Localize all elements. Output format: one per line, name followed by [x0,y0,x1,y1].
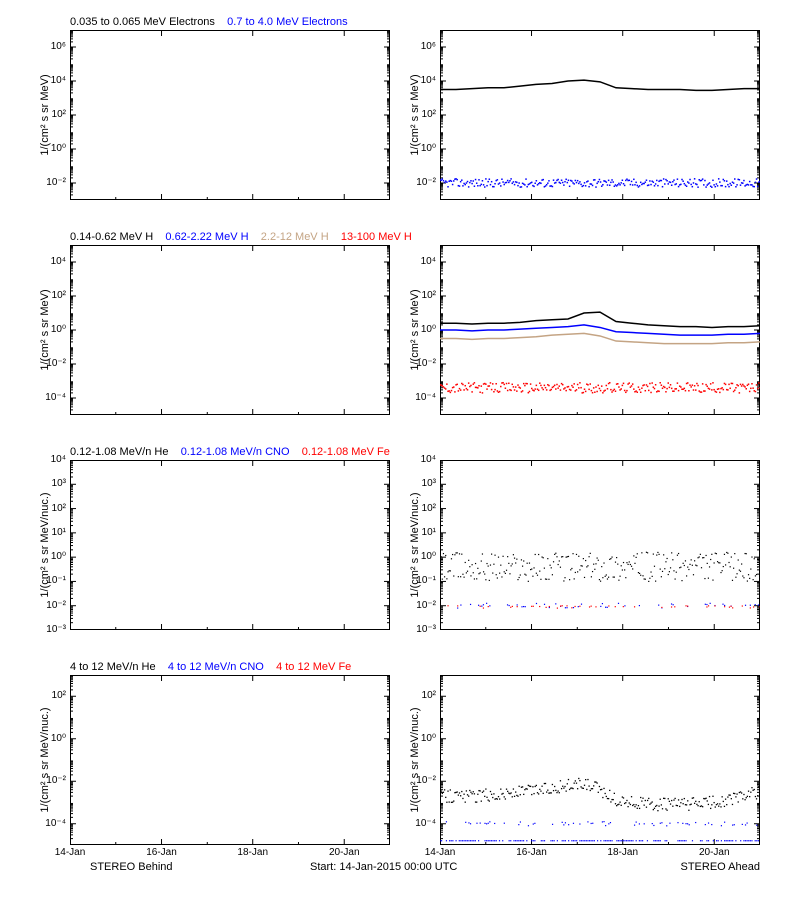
ytick-3-0-2: 10² [36,690,66,701]
xtick-0-1: 16-Jan [146,847,177,858]
panel-row0-col1: 1/(cm² s sr MeV)10⁻²10⁰10²10⁴10⁶ [440,30,760,200]
ytick-1-0--2: 10⁻² [36,358,66,369]
ytick-0-1--2: 10⁻² [406,177,436,188]
legend-item-1-0: 0.14-0.62 MeV H [70,231,153,243]
ytick-1-1-0: 10⁰ [406,324,436,335]
legend-item-2-1: 0.12-1.08 MeV/n CNO [181,446,290,458]
legend-item-1-1: 0.62-2.22 MeV H [165,231,248,243]
ytick-0-0--2: 10⁻² [36,177,66,188]
ytick-3-1--4: 10⁻⁴ [406,818,436,829]
footer-center: Start: 14-Jan-2015 00:00 UTC [310,861,457,873]
plot-svg-1-0 [70,245,390,415]
ytick-1-0-2: 10² [36,290,66,301]
ylabel-row3-col1: 1/(cm² s sr MeV/nuc.) [409,690,421,830]
ytick-1-1-2: 10² [406,290,436,301]
plot-svg-3-1 [440,675,760,845]
legend-item-1-3: 13-100 MeV H [341,231,412,243]
legend-item-3-1: 4 to 12 MeV/n CNO [168,661,264,673]
panel-row0-col0: 0.035 to 0.065 MeV Electrons 0.7 to 4.0 … [70,30,390,200]
panel-row2-col0: 0.12-1.08 MeV/n He 0.12-1.08 MeV/n CNO 0… [70,460,390,630]
ytick-0-1-6: 10⁶ [406,41,436,52]
panel-row1-col0: 0.14-0.62 MeV H 0.62-2.22 MeV H 2.2-12 M… [70,245,390,415]
ytick-0-0-6: 10⁶ [36,41,66,52]
ytick-2-0-0: 10⁰ [36,551,66,562]
xtick-0-3: 20-Jan [329,847,360,858]
ytick-2-0--3: 10⁻³ [36,624,66,635]
ytick-2-1--3: 10⁻³ [406,624,436,635]
ytick-1-0-0: 10⁰ [36,324,66,335]
ytick-3-1--2: 10⁻² [406,775,436,786]
ytick-2-1--2: 10⁻² [406,600,436,611]
ytick-2-1--1: 10⁻¹ [406,575,436,586]
ytick-2-0-3: 10³ [36,478,66,489]
ytick-0-1-4: 10⁴ [406,75,436,86]
panel-row3-col0: 4 to 12 MeV/n He 4 to 12 MeV/n CNO 4 to … [70,675,390,845]
legend-row2: 0.12-1.08 MeV/n He 0.12-1.08 MeV/n CNO 0… [70,446,402,458]
ytick-3-1-2: 10² [406,690,436,701]
ytick-2-1-1: 10¹ [406,527,436,538]
legend-item-2-2: 0.12-1.08 MeV Fe [302,446,390,458]
ytick-2-0--2: 10⁻² [36,600,66,611]
legend-row1: 0.14-0.62 MeV H 0.62-2.22 MeV H 2.2-12 M… [70,231,424,243]
plot-svg-2-1 [440,460,760,630]
ytick-1-0--4: 10⁻⁴ [36,392,66,403]
legend-item-0-1: 0.7 to 4.0 MeV Electrons [227,16,347,28]
ytick-0-1-2: 10² [406,109,436,120]
ytick-2-0-4: 10⁴ [36,454,66,465]
plot-svg-2-0 [70,460,390,630]
ytick-2-1-2: 10² [406,503,436,514]
panel-row1-col1: 1/(cm² s sr MeV)10⁻⁴10⁻²10⁰10²10⁴ [440,245,760,415]
xtick-1-0: 14-Jan [425,847,456,858]
ytick-1-0-4: 10⁴ [36,256,66,267]
ytick-2-1-0: 10⁰ [406,551,436,562]
ytick-0-0-2: 10² [36,109,66,120]
xtick-1-1: 16-Jan [516,847,547,858]
panel-row3-col1: 1/(cm² s sr MeV/nuc.)10⁻⁴10⁻²10⁰10²14-Ja… [440,675,760,845]
ytick-0-0-0: 10⁰ [36,143,66,154]
ytick-3-0--4: 10⁻⁴ [36,818,66,829]
ytick-1-1--4: 10⁻⁴ [406,392,436,403]
ytick-3-0-0: 10⁰ [36,733,66,744]
plot-svg-3-0 [70,675,390,845]
xtick-1-2: 18-Jan [607,847,638,858]
ytick-2-0-1: 10¹ [36,527,66,538]
ytick-1-1-4: 10⁴ [406,256,436,267]
ytick-3-0--2: 10⁻² [36,775,66,786]
legend-row3: 4 to 12 MeV/n He 4 to 12 MeV/n CNO 4 to … [70,661,364,673]
panel-row2-col1: 1/(cm² s sr MeV/nuc.)10⁻³10⁻²10⁻¹10⁰10¹1… [440,460,760,630]
ytick-3-1-0: 10⁰ [406,733,436,744]
ylabel-row3-col0: 1/(cm² s sr MeV/nuc.) [39,690,51,830]
ytick-2-0--1: 10⁻¹ [36,575,66,586]
xtick-1-3: 20-Jan [699,847,730,858]
plot-svg-0-1 [440,30,760,200]
ytick-0-0-4: 10⁴ [36,75,66,86]
legend-row0: 0.035 to 0.065 MeV Electrons 0.7 to 4.0 … [70,16,360,28]
ytick-2-1-3: 10³ [406,478,436,489]
ytick-0-1-0: 10⁰ [406,143,436,154]
plot-svg-1-1 [440,245,760,415]
legend-item-2-0: 0.12-1.08 MeV/n He [70,446,168,458]
legend-item-3-2: 4 to 12 MeV Fe [276,661,351,673]
legend-item-0-0: 0.035 to 0.065 MeV Electrons [70,16,215,28]
ytick-2-1-4: 10⁴ [406,454,436,465]
ytick-2-0-2: 10² [36,503,66,514]
ytick-1-1--2: 10⁻² [406,358,436,369]
plot-svg-0-0 [70,30,390,200]
ylabel-row2-col0: 1/(cm² s sr MeV/nuc.) [39,475,51,615]
xtick-0-2: 18-Jan [237,847,268,858]
xtick-0-0: 14-Jan [55,847,86,858]
ylabel-row2-col1: 1/(cm² s sr MeV/nuc.) [409,475,421,615]
footer-right: STEREO Ahead [681,861,761,873]
footer-left: STEREO Behind [90,861,173,873]
legend-item-3-0: 4 to 12 MeV/n He [70,661,156,673]
legend-item-1-2: 2.2-12 MeV H [261,231,329,243]
